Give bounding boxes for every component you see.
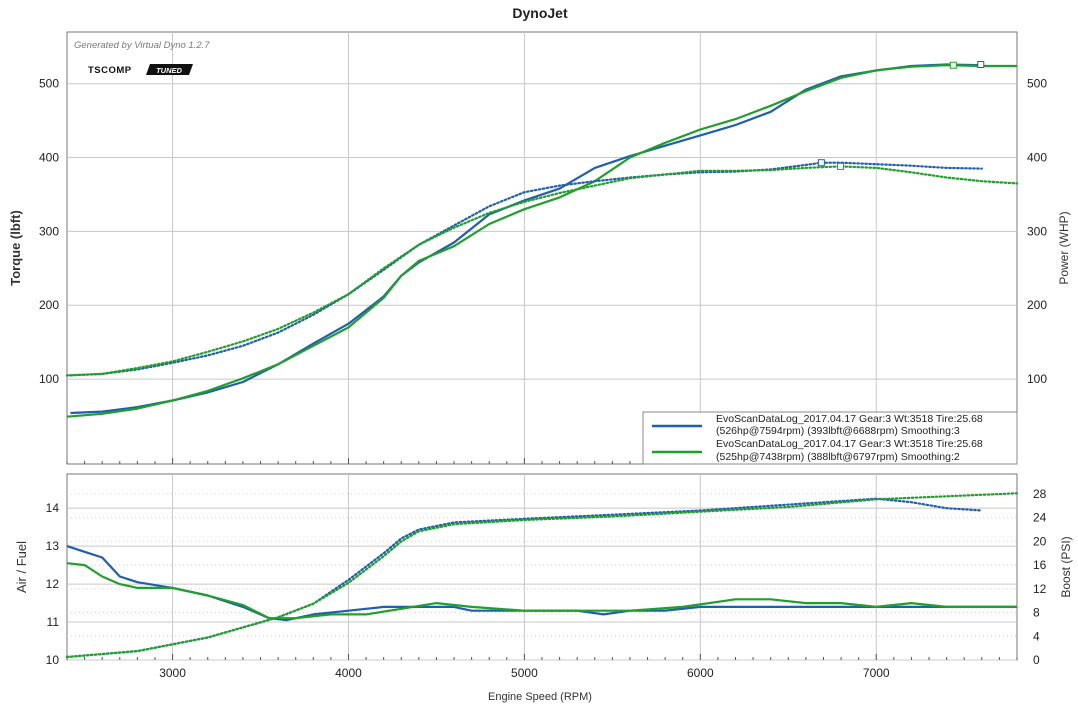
boost-tick-label: 28 [1033,487,1047,501]
boost-tick-label: 24 [1033,511,1047,525]
torque-power-panel: 100 200 300 400 500 100 200 300 400 500 Generate… [8,31,1071,465]
top-series [65,63,1019,418]
power-axis-ticks: 100 200 300 400 500 [1027,77,1047,386]
chart-title: DynoJet [512,5,568,21]
rpm-tick-label: 5000 [511,666,538,680]
afr-axis-label: Air / Fuel [14,541,29,593]
series-torque-blue [69,161,983,377]
boost-axis-ticks: 0 4 8 12 16 20 24 28 [1033,487,1047,667]
legend-entry-2-line2: (525hp@7438rpm) (388lbft@6797rpm) Smooth… [716,451,960,463]
torque-tick-label: 500 [39,77,59,91]
series-air_fuel-green [66,562,1017,620]
power-tick-label: 200 [1027,298,1047,312]
rpm-tick-label: 3000 [159,666,186,680]
power-tick-label: 300 [1027,224,1047,238]
logo-badge [146,64,193,75]
logo-text-tscomp: TSCOMP [88,65,132,76]
rpm-axis-label: Engine Speed (RPM) [488,691,592,703]
peak-marker-green [837,162,845,170]
torque-tick-label: 200 [39,298,59,312]
power-axis-label: Power (WHP) [1057,211,1071,284]
legend-entry-1-line2: (526hp@7594rpm) (393lbft@6688rpm) Smooth… [716,425,960,437]
torque-tick-label: 400 [39,151,59,165]
legend-entry-2-line1: EvoScanDataLog_2017.04.17 Gear:3 Wt:3518… [716,438,983,450]
bottom-grid [66,474,1018,661]
torque-tick-label: 300 [39,224,59,238]
afr-tick-label: 10 [46,653,60,667]
tscomp-tuned-logo: TSCOMP TUNED [88,64,193,76]
rpm-axis-ticks: 3000 4000 5000 6000 7000 [159,666,890,680]
boost-tick-label: 12 [1033,582,1047,596]
series-torque-green [65,165,1019,377]
afr-axis-ticks: 10 11 12 13 14 [46,501,60,667]
afr-boost-panel: 10 11 12 13 14 0 4 8 12 16 20 24 28 3000 4000 5000 600… [14,473,1073,703]
power-tick-label: 500 [1027,77,1047,91]
boost-tick-label: 8 [1033,606,1040,620]
watermark-text: Generated by Virtual Dyno 1.2.7 [74,40,210,51]
power-tick-label: 100 [1027,372,1047,386]
top-plot-frame [66,31,1018,465]
afr-tick-label: 12 [46,577,60,591]
legend: EvoScanDataLog_2017.04.17 Gear:3 Wt:3518… [642,411,1018,465]
legend-entry-1-line1: EvoScanDataLog_2017.04.17 Gear:3 Wt:3518… [716,413,983,425]
peak-marker-blue [977,60,985,68]
peak-marker-blue [817,159,825,167]
afr-tick-label: 11 [47,615,60,629]
top-grid [66,32,1018,464]
bottom-series [65,492,1019,659]
series-power-green [66,64,1017,418]
rpm-tick-label: 6000 [687,666,714,680]
torque-tick-label: 100 [39,372,59,386]
afr-tick-label: 14 [46,501,60,515]
boost-tick-label: 20 [1033,534,1047,548]
power-tick-label: 400 [1027,151,1047,165]
rpm-tick-label: 7000 [863,666,890,680]
legend-box [642,411,1018,465]
boost-tick-label: 4 [1033,629,1040,643]
series-boost-green [65,492,1019,659]
top-markers [817,60,985,170]
boost-tick-label: 16 [1033,558,1047,572]
boost-tick-label: 0 [1033,653,1040,667]
afr-tick-label: 13 [46,539,60,553]
logo-text-tuned: TUNED [156,66,182,75]
torque-axis-ticks: 100 200 300 400 500 [39,77,59,386]
boost-axis-label: Boost (PSI) [1059,536,1073,597]
torque-axis-label: Torque (lbft) [8,210,23,286]
rpm-tick-label: 4000 [335,666,362,680]
bottom-plot-frame [66,473,1018,661]
peak-marker-green [949,61,957,69]
